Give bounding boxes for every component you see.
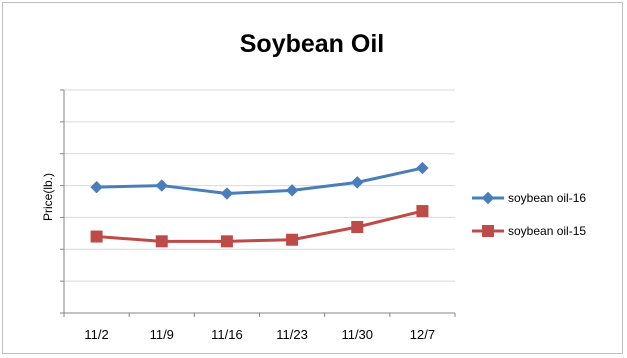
data-point — [155, 179, 168, 192]
legend-label: soybean oil-15 — [508, 224, 586, 238]
legend: soybean oil-16 soybean oil-15 — [472, 191, 586, 238]
x-tick-label: 11/9 — [150, 327, 174, 342]
data-point — [351, 176, 364, 189]
axis-layer — [60, 89, 456, 317]
data-point — [351, 220, 364, 233]
chart-frame — [2, 2, 623, 354]
data-point — [285, 184, 299, 197]
grid-layer — [64, 89, 455, 282]
x-tick-label: 11/16 — [211, 327, 243, 342]
data-point — [220, 235, 233, 248]
series-line — [96, 166, 423, 196]
data-point — [155, 235, 168, 248]
data-point — [220, 187, 234, 200]
data-point — [416, 161, 429, 175]
legend-marker — [482, 225, 494, 237]
legend-marker — [481, 191, 495, 205]
x-tick-label: 11/30 — [341, 327, 373, 342]
chart-title: Soybean Oil — [240, 30, 384, 58]
legend-entry: soybean oil-16 — [472, 191, 586, 205]
data-point — [286, 233, 299, 246]
data-point — [90, 230, 103, 243]
x-tick-label: 11/2 — [84, 327, 108, 342]
x-tick-label: 11/23 — [276, 327, 308, 342]
y-axis-label: Price(lb.) — [41, 173, 55, 221]
x-tick-labels: 11/2 11/9 11/16 11/23 11/30 12/7 — [84, 327, 435, 342]
series-1 — [90, 161, 429, 200]
legend-label: soybean oil-16 — [508, 191, 586, 205]
data-point — [90, 180, 103, 194]
x-tick-label: 12/7 — [410, 327, 435, 342]
series-2 — [90, 205, 429, 248]
series-layer — [90, 161, 429, 248]
series-line — [96, 209, 423, 243]
legend-entry: soybean oil-15 — [472, 224, 586, 238]
data-point — [416, 205, 429, 218]
